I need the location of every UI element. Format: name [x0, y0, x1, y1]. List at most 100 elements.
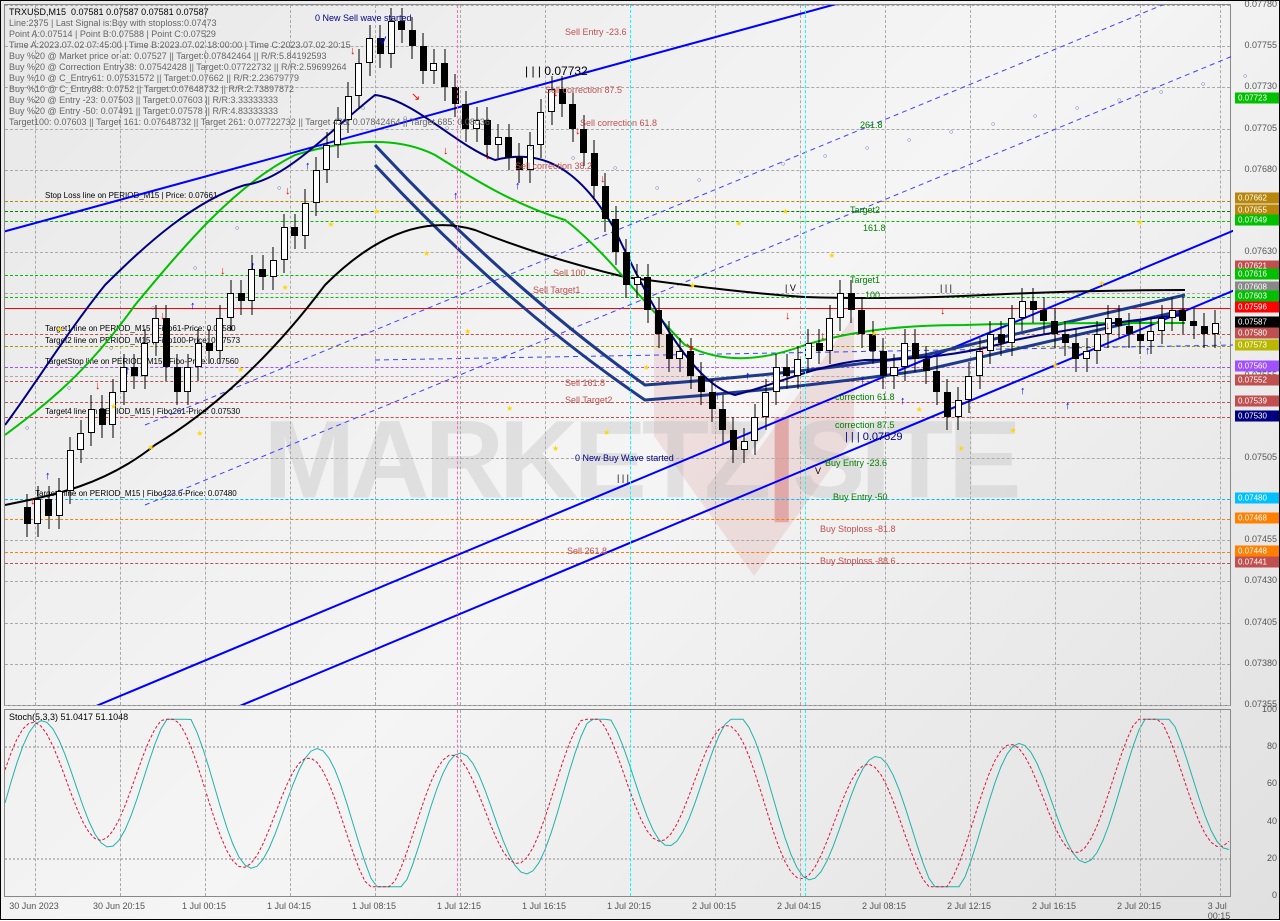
candle [1040, 297, 1047, 335]
candle [869, 321, 876, 364]
chart-annotation: Sell 100 [553, 268, 586, 278]
signal-arrow: ↑ [45, 470, 51, 482]
x-tick-label: 1 Jul 20:15 [607, 901, 651, 911]
signal-arrow: ↓ [160, 310, 166, 322]
signal-arrow: ↓ [600, 173, 606, 185]
x-axis: 30 Jun 202330 Jun 20:151 Jul 00:151 Jul … [4, 899, 1231, 917]
chart-annotation: | | | [940, 283, 952, 293]
candle [67, 437, 74, 505]
price-tag: 0.07649 [1235, 214, 1279, 225]
price-tag: 0.07530 [1235, 410, 1279, 421]
info-line-9: Buy %20 @ Entry -23: 0.07503 || Target:0… [9, 95, 278, 106]
signal-arrow: ↓ [785, 310, 791, 322]
candle [420, 33, 427, 84]
chart-annotation: | | | 0.07732 [525, 64, 588, 78]
signal-arrow: ↑ [900, 395, 906, 407]
candle [291, 214, 298, 249]
chart-annotation: Buy Stoploss -81.8 [820, 524, 896, 534]
candle [355, 49, 362, 108]
candle [1115, 305, 1122, 340]
candle [195, 329, 202, 380]
candle [1201, 313, 1208, 348]
candle [174, 354, 181, 405]
candle [34, 486, 41, 537]
candle [1019, 288, 1026, 331]
candle [537, 99, 544, 158]
signal-arrow: ↓ [285, 185, 291, 197]
signal-arrow: ↑ [515, 180, 521, 192]
candle [313, 157, 320, 216]
y-tick-label: 0.07755 [1244, 40, 1277, 50]
chart-annotation: Sell correction 38.2 [515, 161, 592, 171]
candle [612, 206, 619, 265]
chart-annotation: | | | [617, 473, 629, 483]
signal-arrow: ↓ [820, 330, 826, 342]
candle [826, 305, 833, 364]
y-tick-label: 0.07730 [1244, 81, 1277, 91]
chart-annotation: Buy Entry -23.6 [825, 458, 887, 468]
candle [1008, 305, 1015, 356]
candle [783, 354, 790, 389]
y-tick-label: 0.07630 [1244, 246, 1277, 256]
price-tag: 0.07480 [1235, 493, 1279, 504]
x-tick-label: 2 Jul 16:15 [1032, 901, 1076, 911]
y-tick-label: 0.07455 [1244, 534, 1277, 544]
candle [430, 49, 437, 84]
candle [923, 346, 930, 384]
candle [99, 395, 106, 438]
candle [1030, 288, 1037, 323]
chart-annotation: Sell correction 87.5 [545, 85, 622, 95]
price-tag: 0.07723 [1235, 92, 1279, 103]
price-tag: 0.07552 [1235, 374, 1279, 385]
candle [901, 329, 908, 380]
signal-arrow: ↓ [1105, 320, 1111, 332]
candle [730, 417, 737, 463]
candle [848, 280, 855, 323]
main-chart[interactable]: Stop Loss line on PERIOD_M15 | Price: 0.… [4, 4, 1231, 706]
chart-annotation: 161.8 [863, 223, 886, 233]
candle [890, 354, 897, 389]
candle [987, 321, 994, 364]
candle [1212, 310, 1219, 348]
signal-arrow: ↑ [715, 390, 721, 402]
candle [152, 305, 159, 356]
price-tag: 0.07596 [1235, 302, 1279, 313]
price-tag: 0.07539 [1235, 395, 1279, 406]
signal-arrow: ↑ [645, 285, 651, 297]
price-tag: 0.07560 [1235, 361, 1279, 372]
chart-annotation: Buy Entry -50 [833, 492, 888, 502]
info-line-3: Point A:0.07514 | Point B:0.07588 | Poin… [9, 29, 216, 40]
x-tick-label: 2 Jul 00:15 [692, 901, 736, 911]
stochastic-indicator[interactable]: Stoch(5,3,3) 51.0417 51.1048 [4, 709, 1231, 897]
candle [56, 478, 63, 529]
candle [141, 329, 148, 388]
info-line-10: Buy %20 @ Entry -50: 0.07491 || Target:0… [9, 106, 278, 117]
signal-arrow: ↓ [940, 305, 946, 317]
x-tick-label: 2 Jul 04:15 [777, 901, 821, 911]
y-tick-label: 0.07380 [1244, 658, 1277, 668]
hline-label: Stop Loss line on PERIOD_M15 | Price: 0.… [45, 191, 217, 200]
info-line-6: Buy %20 @ Correction Entry38: 0.07542428… [9, 62, 347, 73]
chart-annotation: correction 61.8 [835, 392, 895, 402]
x-tick-label: 1 Jul 00:15 [182, 901, 226, 911]
signal-arrow: ↑ [1065, 400, 1071, 412]
y-tick-label: 0.07505 [1244, 452, 1277, 462]
candle [623, 239, 630, 298]
price-tag: 0.07587 [1235, 316, 1279, 327]
candle [184, 354, 191, 405]
price-tag: 0.07441 [1235, 557, 1279, 568]
y-tick-label: 0.07680 [1244, 164, 1277, 174]
chart-annotation: Target2 [850, 205, 880, 215]
chart-annotation: 100 [865, 290, 880, 300]
chart-annotation: V [815, 466, 821, 476]
signal-arrow: ↑ [190, 300, 196, 312]
candle [751, 404, 758, 455]
price-tag: 0.07573 [1235, 339, 1279, 350]
y-axis: 0.077800.077550.077300.077050.076800.076… [1233, 4, 1279, 706]
candle [45, 486, 52, 529]
x-tick-label: 2 Jul 08:15 [862, 901, 906, 911]
chart-container: MARKETZ|SITE Stop Loss line on PERIOD_M1… [0, 0, 1280, 920]
candle [944, 379, 951, 430]
signal-arrow: ↑ [860, 375, 866, 387]
price-tag: 0.07603 [1235, 290, 1279, 301]
